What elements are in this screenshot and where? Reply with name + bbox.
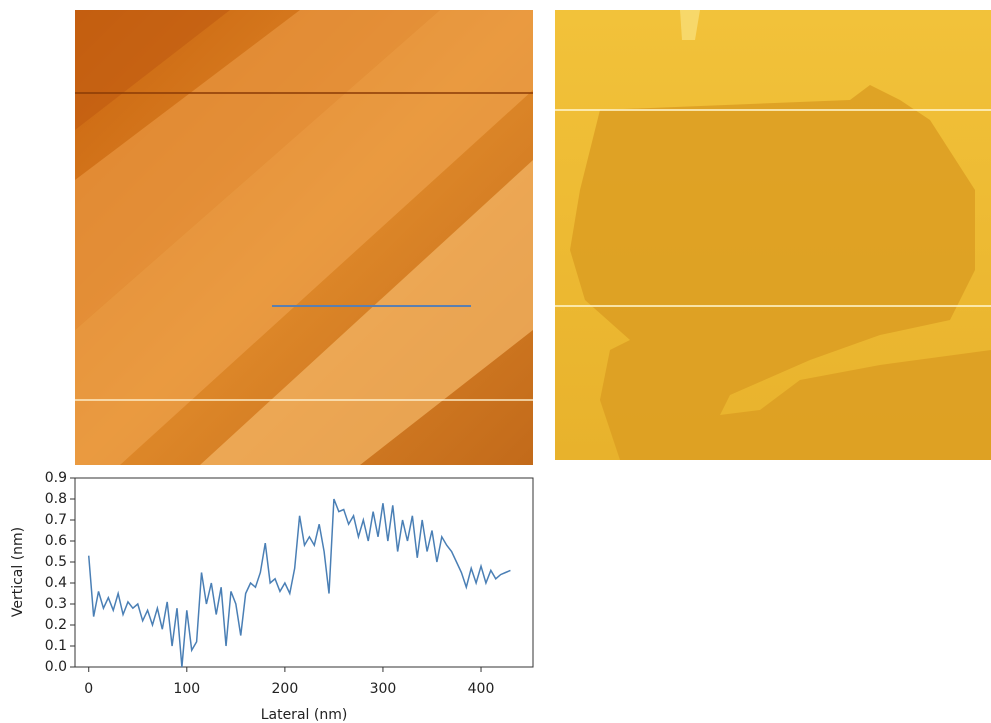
x-axis-label: Lateral (nm) <box>261 707 348 723</box>
x-tick-label: 100 <box>173 681 200 697</box>
x-tick-label: 300 <box>370 681 397 697</box>
y-tick-label: 0.4 <box>45 575 67 591</box>
y-tick-label: 0.8 <box>45 491 67 507</box>
x-tick-label: 200 <box>272 681 299 697</box>
y-tick-label: 0.1 <box>45 638 67 654</box>
profile-line <box>89 499 511 667</box>
figure: Vertical (nm) Lateral (nm) 0.0 0.1 0.2 0.3 0… <box>0 0 991 723</box>
y-axis-label: Vertical (nm) <box>10 527 26 617</box>
afm-image-left <box>75 10 533 465</box>
y-tick-label: 0.3 <box>45 596 67 612</box>
plot-frame <box>75 478 533 667</box>
x-tick-label: 400 <box>468 681 495 697</box>
y-tick-label: 0.9 <box>45 470 67 486</box>
y-tick-label: 0.0 <box>45 659 67 675</box>
y-tick-label: 0.2 <box>45 617 67 633</box>
y-tick-label: 0.6 <box>45 533 67 549</box>
y-tick-label: 0.5 <box>45 554 67 570</box>
afm-image-right <box>555 10 991 460</box>
y-tick-label: 0.7 <box>45 512 67 528</box>
x-tick-label: 0 <box>84 681 93 697</box>
